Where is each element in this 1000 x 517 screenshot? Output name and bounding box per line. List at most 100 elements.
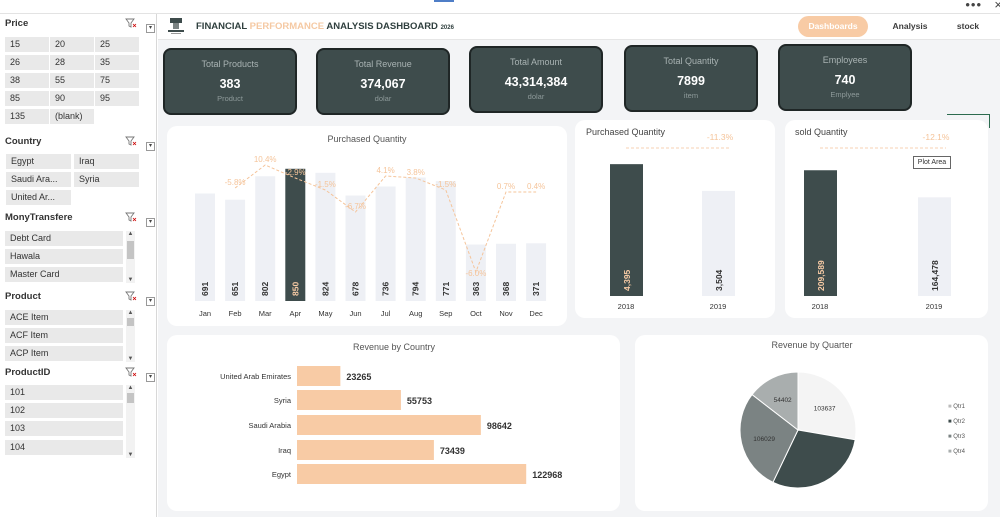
title-year: 2026 <box>440 25 454 31</box>
slicer-item[interactable]: ACE Item <box>5 310 123 325</box>
money-transfer-scrollbar[interactable]: ▲ ▼ <box>126 231 135 283</box>
product-id-scrollbar[interactable]: ▲ ▼ <box>126 385 135 458</box>
money-transfer-filter-clear-icon[interactable] <box>125 212 137 222</box>
y-tick-label: Saudi Arabia <box>248 421 291 430</box>
scroll-up-icon[interactable]: ▲ <box>127 385 134 391</box>
legend-label: Qtr1 <box>953 404 965 410</box>
slicer-item[interactable]: 135 <box>5 109 49 124</box>
pct-change-label: 4.1% <box>376 166 394 175</box>
scroll-thumb[interactable] <box>127 241 134 259</box>
scroll-down-icon[interactable]: ▼ <box>127 452 134 458</box>
bar-value-label: 802 <box>260 282 270 296</box>
product-scrollbar[interactable]: ▲ ▼ <box>126 310 135 362</box>
tab-analysis[interactable]: Analysis <box>892 21 928 31</box>
slicer-item[interactable]: 104 <box>5 440 123 455</box>
legend-swatch: ■ <box>948 404 954 410</box>
x-tick-label: 2019 <box>926 302 943 311</box>
slicer-item[interactable]: 20 <box>50 37 94 52</box>
selection-handle[interactable] <box>947 114 990 128</box>
slicer-item[interactable]: Iraq <box>74 154 139 169</box>
scroll-thumb[interactable] <box>127 318 134 326</box>
pct-change-label: -1.5% <box>315 180 336 189</box>
bar-value-label: 368 <box>501 282 511 296</box>
kpi-value: 374,067 <box>360 77 406 91</box>
slicer-item[interactable]: Syria <box>74 172 139 187</box>
legend-item-qtr4: ■ Qtr4 <box>948 445 965 460</box>
country-chart-title: Revenue by Country <box>353 342 436 352</box>
pie-value-label: 103637 <box>814 406 836 413</box>
slicer-item[interactable]: ACP Item <box>5 346 123 361</box>
pie-chart-title: Revenue by Quarter <box>771 340 852 350</box>
slicer-item[interactable]: 25 <box>95 37 139 52</box>
slicer-item[interactable]: 26 <box>5 55 49 70</box>
kpi-label: Total Amount <box>509 57 563 67</box>
slicer-item[interactable]: 28 <box>50 55 94 70</box>
yearly-chart-title: sold Quantity <box>795 127 848 137</box>
legend-item-qtr1: ■ Qtr1 <box>948 400 965 415</box>
product-id-filter-clear-icon[interactable] <box>125 367 137 377</box>
bar-month-nov <box>496 243 516 301</box>
legend-label: Qtr3 <box>953 434 965 440</box>
pct-change-label: -1.5% <box>435 180 456 189</box>
slicer-item[interactable]: 102 <box>5 403 123 418</box>
company-logo-icon <box>168 18 184 34</box>
slicer-item[interactable]: 90 <box>50 91 94 106</box>
slicer-item[interactable]: ACF Item <box>5 328 123 343</box>
scroll-up-icon[interactable]: ▲ <box>127 310 134 316</box>
bar-value-label: 824 <box>320 282 330 296</box>
monthly-chart-title: Purchased Quantity <box>327 134 407 144</box>
slicer-item[interactable]: Master Card <box>5 267 123 282</box>
slicer-item[interactable]: 15 <box>5 37 49 52</box>
money-transfer-slicer-title: MonyTransfere <box>5 212 73 223</box>
product-id-slicer-dropdown-icon[interactable]: ▾ <box>146 373 155 382</box>
bar-country <box>297 440 434 460</box>
slicer-item[interactable]: (blank) <box>50 109 94 124</box>
slicer-item[interactable]: 103 <box>5 421 123 436</box>
slicer-item[interactable]: Debt Card <box>5 231 123 246</box>
product-filter-clear-icon[interactable] <box>125 291 137 301</box>
kpi-value: 43,314,384 <box>504 75 568 89</box>
slicer-item[interactable]: 35 <box>95 55 139 70</box>
kpi-total-products: Total Products 383 Product <box>163 48 297 115</box>
y-tick-label: Syria <box>274 396 292 405</box>
price-filter-clear-icon[interactable] <box>125 18 137 28</box>
pct-change-label: -6.7% <box>345 202 366 211</box>
x-tick-label: May <box>318 309 332 318</box>
product-slicer-dropdown-icon[interactable]: ▾ <box>146 297 155 306</box>
scroll-thumb[interactable] <box>127 393 134 403</box>
country-slicer-dropdown-icon[interactable]: ▾ <box>146 142 155 151</box>
pie-slice-qtr4 <box>751 371 799 432</box>
title-part-dashboard: ANALYSIS DASHBOARD <box>324 21 438 32</box>
kpi-total-quantity: Total Quantity 7899 item <box>624 45 758 112</box>
pie-slice-qtr1 <box>797 371 857 441</box>
pct-change-label: 10.4% <box>254 155 277 164</box>
kpi-label: Employees <box>822 55 868 65</box>
bar-month-mar <box>255 176 276 301</box>
slicer-item[interactable]: Hawala <box>5 249 123 264</box>
slicer-item[interactable]: United Ar... <box>6 190 71 205</box>
slicer-item[interactable]: 55 <box>50 73 94 88</box>
slicer-item[interactable]: 101 <box>5 385 123 400</box>
bar-month-aug <box>405 177 426 301</box>
slicer-item[interactable]: 75 <box>95 73 139 88</box>
bar-month-dec <box>526 243 547 301</box>
slicer-item[interactable]: 38 <box>5 73 49 88</box>
scroll-up-icon[interactable]: ▲ <box>127 231 134 237</box>
slicer-item[interactable]: Egypt <box>6 154 71 169</box>
scroll-down-icon[interactable]: ▼ <box>127 356 134 362</box>
money-transfer-slicer-dropdown-icon[interactable]: ▾ <box>146 218 155 227</box>
x-tick-label: Jun <box>349 309 361 318</box>
close-icon[interactable]: × <box>994 0 1000 12</box>
slicer-item[interactable]: 95 <box>95 91 139 106</box>
slicer-item[interactable]: Saudi Ara... <box>6 172 71 187</box>
bar-value-label: 850 <box>290 282 300 296</box>
tab-dashboards[interactable]: Dashboards <box>798 16 868 37</box>
bar-value-label: 23265 <box>346 372 371 382</box>
slicer-item[interactable]: 85 <box>5 91 49 106</box>
price-slicer-dropdown-icon[interactable]: ▾ <box>146 24 155 33</box>
scroll-down-icon[interactable]: ▼ <box>127 277 134 283</box>
country-filter-clear-icon[interactable] <box>125 136 137 146</box>
tab-stock[interactable]: stock <box>956 21 980 31</box>
more-options-icon[interactable]: ••• <box>965 0 982 12</box>
legend-swatch: ■ <box>948 449 954 455</box>
